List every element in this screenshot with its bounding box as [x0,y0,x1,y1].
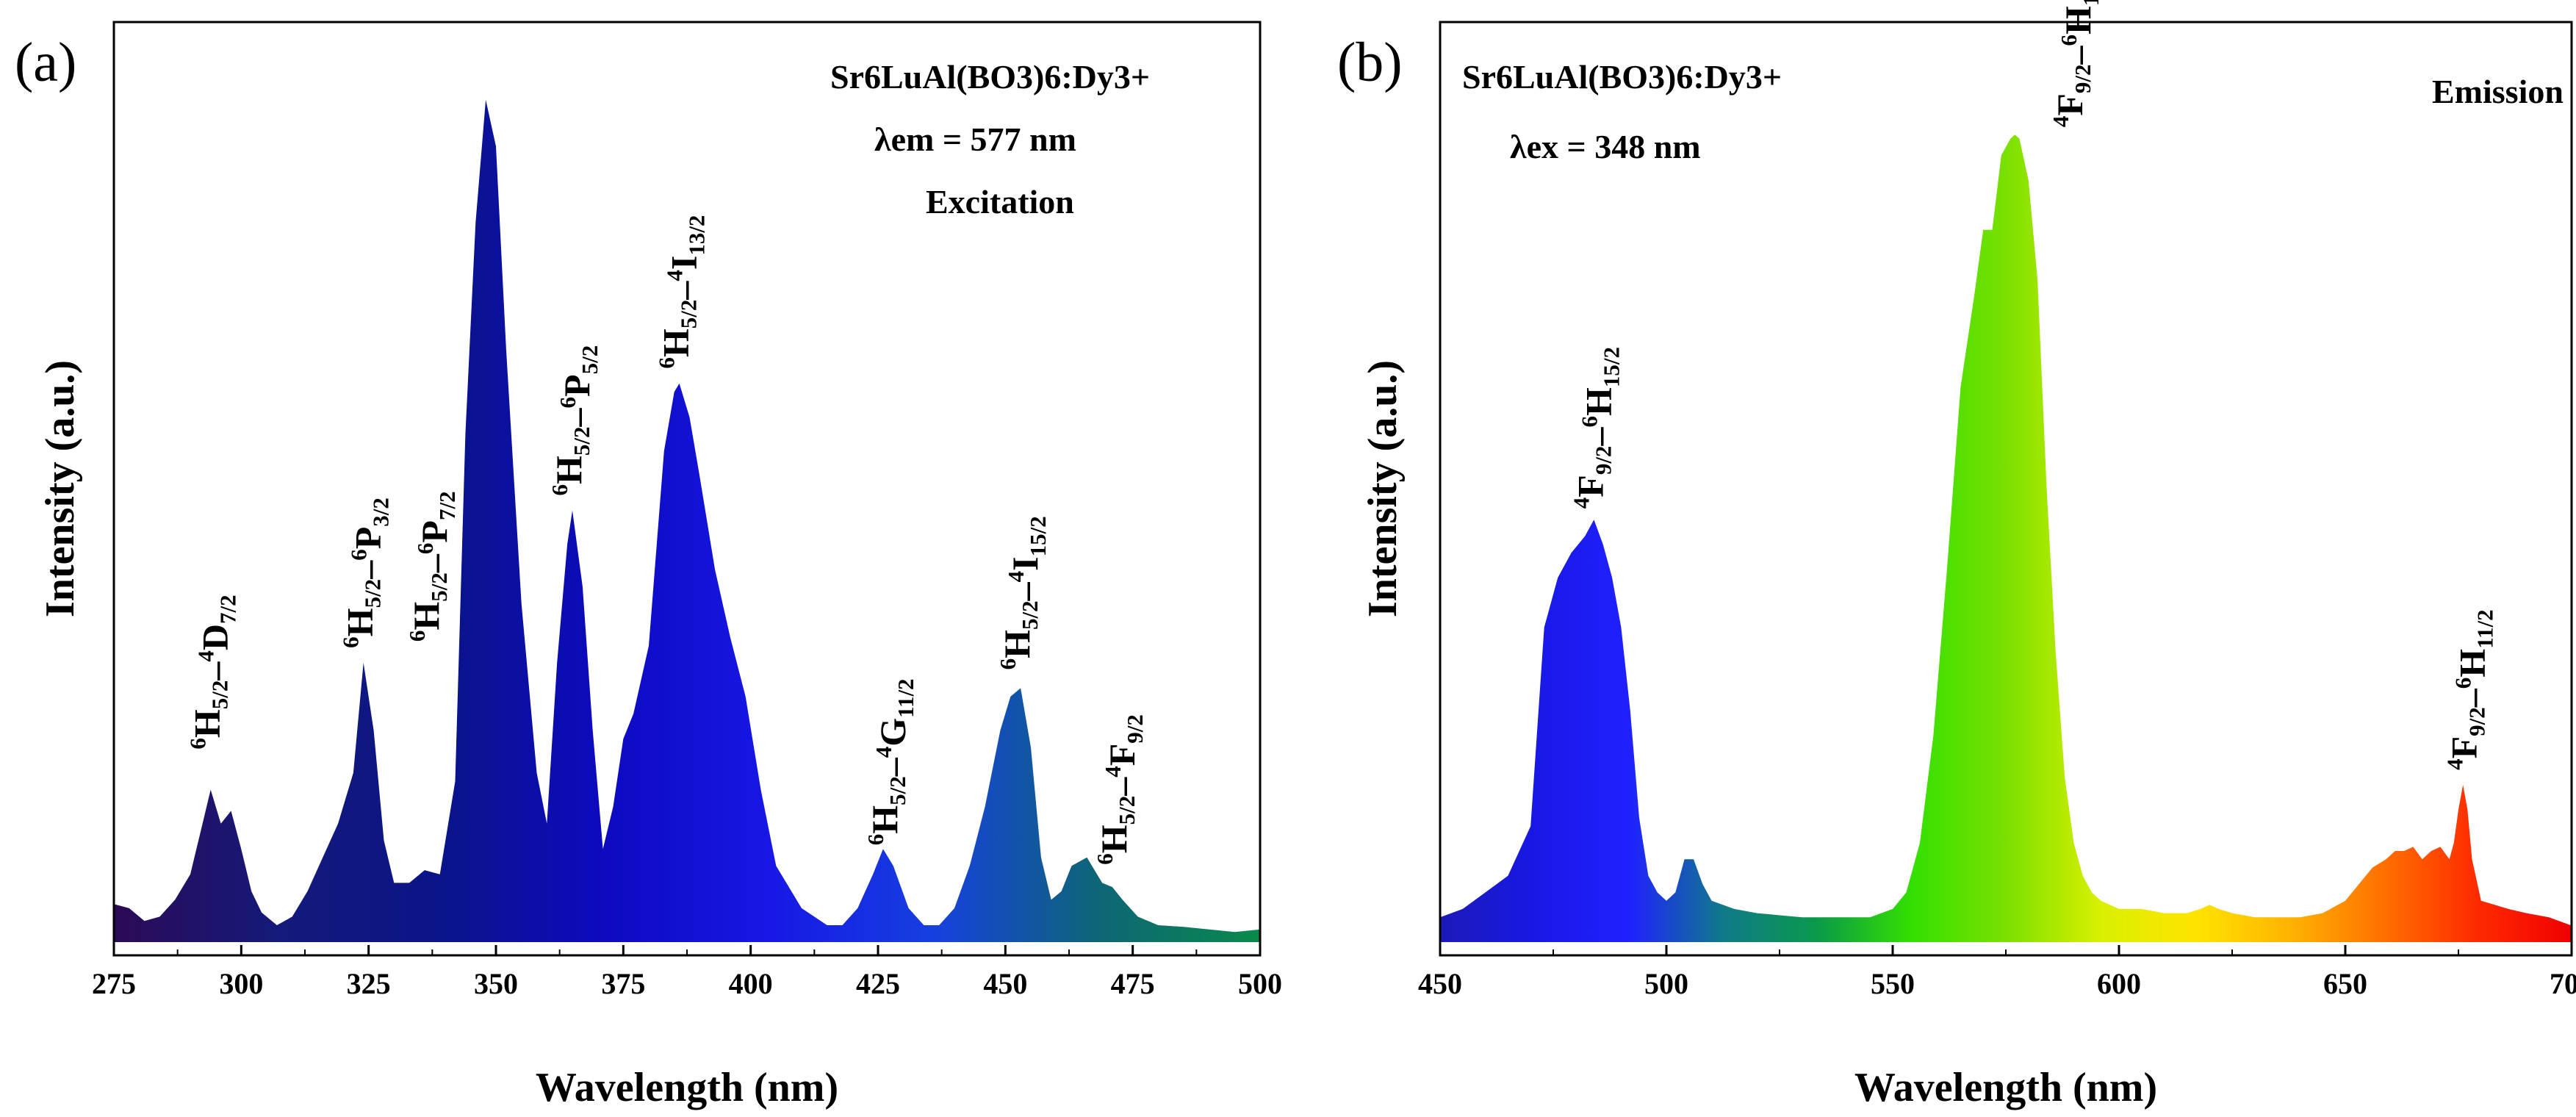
x-tick-label: 300 [219,967,263,1000]
panel-b-title-lambda: λex = 348 nm [1510,128,1701,165]
panel-b-y-axis-label: Intensity (a.u.) [1360,360,1406,617]
x-tick-label: 425 [856,967,900,1000]
panel-b: 450 500 550 600 650 700 (b) Sr6LuAl(BO3)6:Dy3… [1337,0,2576,1110]
panel-b-label: (b) [1337,32,1403,93]
transition-label: 6H5/2–6P7/2 [404,491,460,642]
x-tick-label: 500 [1644,967,1688,1000]
panel-b-spectrum-area [1440,134,2572,943]
panel-a-title-mode: Excitation [926,183,1074,220]
x-tick-label: 275 [92,967,136,1000]
x-tick-label: 325 [347,967,391,1000]
panel-a-spectrum-area [114,99,1260,942]
x-tick-label: 600 [2097,967,2141,1000]
transition-label: 6H5/2–4F9/2 [1092,714,1148,865]
panel-a-title-lambda: λem = 577 nm [874,121,1076,158]
x-tick-label: 375 [601,967,645,1000]
x-tick-label: 650 [2323,967,2367,1000]
transition-label: 6H5/2–4I13/2 [654,215,710,369]
panel-a-x-ticks: 275 300 325 350 375 400 425 450 475 500 [92,945,1282,1000]
transition-label: 6H5/2–4I15/2 [995,516,1051,669]
transition-label: 4F9/2–6H15/2 [1568,347,1624,509]
panel-b-title-mode: Emission [2432,73,2564,110]
x-tick-label: 450 [983,967,1027,1000]
x-tick-label: 700 [2550,967,2576,1000]
transition-label: 4F9/2–6H13/2 [2048,0,2104,127]
x-tick-label: 475 [1111,967,1155,1000]
transition-label: 6H5/2–4D7/2 [185,595,241,749]
panel-b-x-axis-label: Wavelength (nm) [1854,1065,2157,1110]
transition-label: 6H5/2–6P5/2 [547,345,602,496]
panel-a-title-formula: Sr6LuAl(BO3)6:Dy3+ [830,58,1150,96]
x-tick-label: 500 [1238,967,1282,1000]
panel-a-y-axis-label: Intensity (a.u.) [37,360,83,617]
transition-label: 6H5/2–4G11/2 [863,678,918,845]
transition-label: 4F9/2–6H11/2 [2442,609,2497,769]
panel-a-x-axis-label: Wavelength (nm) [536,1065,838,1110]
transition-label: 6H5/2–6P3/2 [338,498,394,648]
panel-b-annotations: 4F9/2–6H15/2 4F9/2–6H13/2 4F9/2–6H11/2 [1568,0,2497,770]
x-tick-label: 450 [1418,967,1462,1000]
x-tick-label: 550 [1871,967,1915,1000]
panel-a: 275 300 325 350 375 400 425 450 475 500 (a) Sr6Lu… [15,21,1282,1110]
panel-a-label: (a) [15,32,76,93]
x-tick-label: 400 [729,967,773,1000]
panel-b-title-formula: Sr6LuAl(BO3)6:Dy3+ [1462,58,1782,96]
panel-b-x-ticks: 450 500 550 600 650 700 [1418,945,2576,1000]
x-tick-label: 350 [474,967,518,1000]
